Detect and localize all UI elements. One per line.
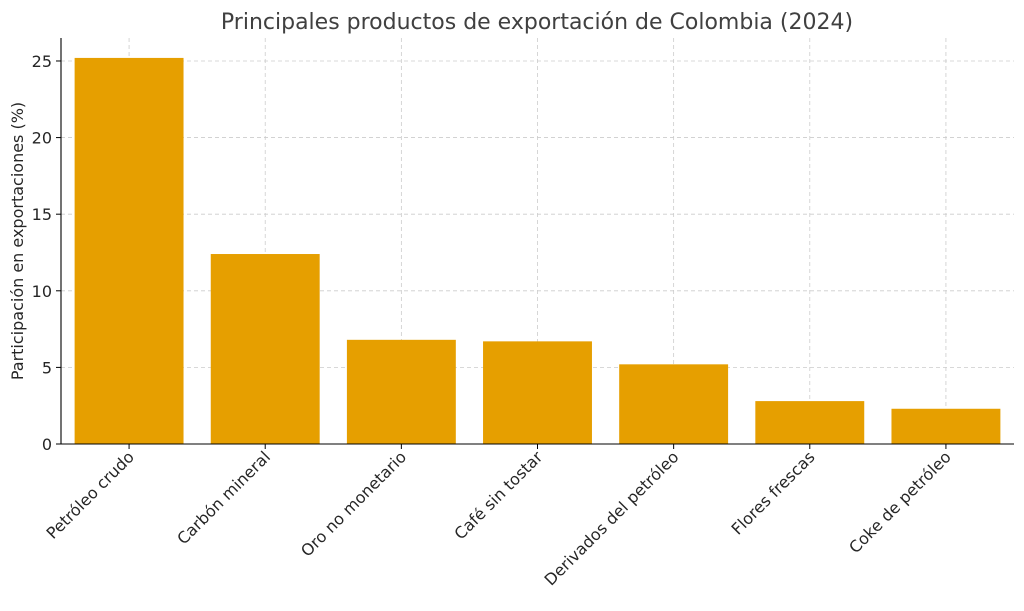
y-tick-label: 0 [42, 435, 52, 454]
bar [755, 401, 865, 444]
x-ticks: Petróleo crudo Carbón mineral Oro no monet… [43, 444, 955, 589]
y-tick-label: 20 [32, 129, 52, 148]
bars [74, 57, 1001, 444]
bar [346, 339, 456, 444]
chart-title: Principales productos de exportación de … [221, 10, 853, 35]
y-tick-label: 5 [42, 358, 52, 377]
y-tick-label: 25 [32, 52, 52, 71]
y-tick-label: 10 [32, 282, 52, 301]
x-tick-label: Derivados del petróleo [541, 447, 683, 589]
x-tick-label: Flores frescas [727, 447, 818, 538]
y-tick-label: 15 [32, 205, 52, 224]
x-tick-label: Carbón mineral [173, 447, 274, 548]
x-tick-label: Oro no monetario [297, 447, 410, 560]
bar [210, 254, 320, 444]
x-tick-label: Petróleo crudo [43, 447, 138, 542]
bar [74, 57, 184, 444]
y-axis-label: Participación en exportaciones (%) [8, 102, 27, 380]
x-tick-label: Café sin tostar [450, 447, 546, 543]
bar [483, 341, 592, 444]
bar [891, 408, 1001, 444]
bar [619, 364, 729, 444]
y-ticks: 0 5 10 15 20 25 [32, 52, 61, 454]
x-tick-label: Coke de petróleo [845, 447, 955, 557]
